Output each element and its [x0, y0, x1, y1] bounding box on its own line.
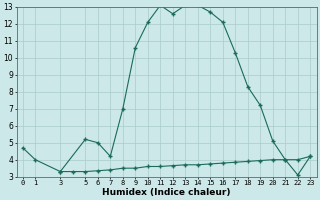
X-axis label: Humidex (Indice chaleur): Humidex (Indice chaleur)	[102, 188, 231, 197]
